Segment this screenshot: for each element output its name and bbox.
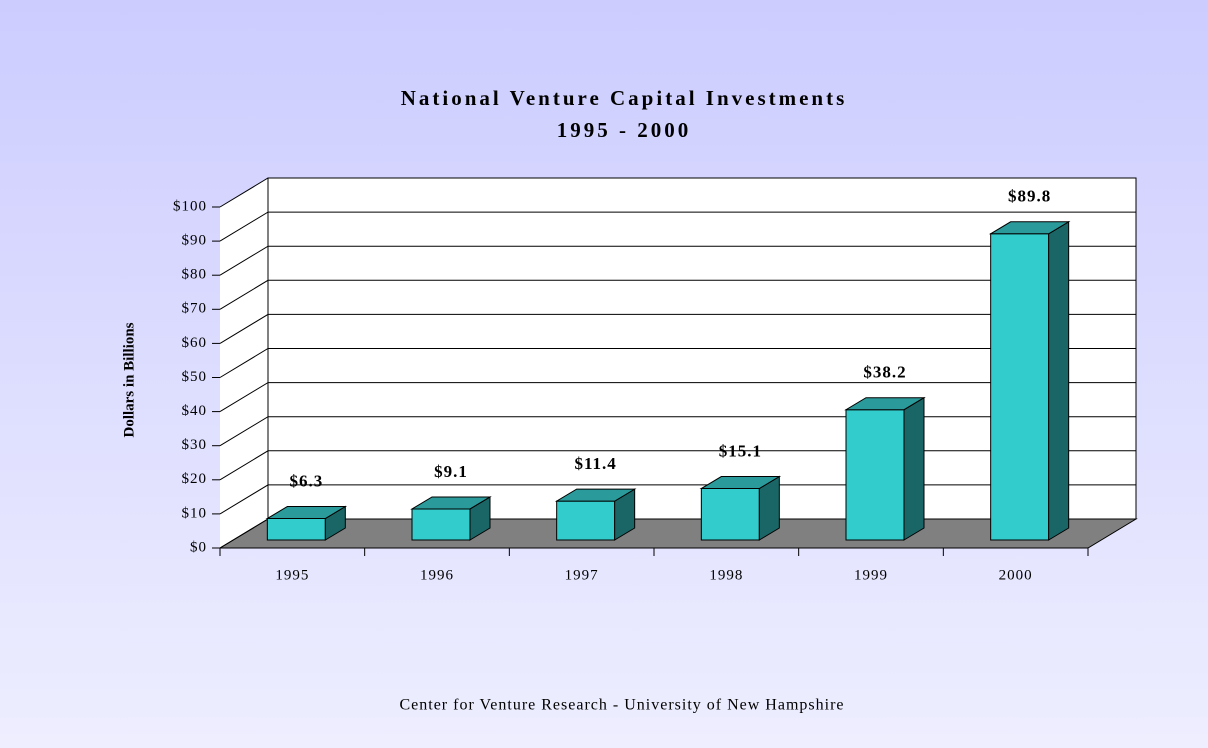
y-axis-label: Dollars in Billions (121, 322, 137, 437)
grid-line (219, 382, 1136, 413)
bar-front (990, 233, 1050, 541)
bar-front (411, 508, 471, 541)
x-tick-label: 1999 (854, 567, 888, 583)
bar-front (266, 518, 326, 541)
y-tick-label: $50 (182, 369, 208, 385)
grid-line (219, 245, 1136, 276)
bar-top (265, 506, 348, 520)
bar-top (554, 488, 637, 502)
value-label: $89.8 (1008, 187, 1051, 206)
y-tick-label: $30 (182, 437, 208, 453)
bar-front (556, 500, 616, 541)
bar-top (844, 397, 926, 411)
grid-line (219, 211, 1136, 242)
grid-line (219, 313, 1136, 344)
bar-side (1048, 220, 1070, 541)
bar-top (699, 476, 782, 490)
bar (554, 488, 637, 541)
bar-front (700, 488, 760, 541)
value-label: $38.2 (863, 363, 906, 382)
bar-top (988, 221, 1071, 235)
bar (844, 396, 926, 541)
y-tick-label: $40 (182, 403, 208, 419)
bar-side (903, 396, 925, 541)
chart-title: National Venture Capital Investments (401, 86, 848, 110)
grid-line (219, 279, 1136, 310)
grid-line (219, 177, 1136, 208)
y-tick-label: $70 (182, 301, 208, 317)
bar (988, 220, 1071, 541)
y-tick-label: $0 (190, 539, 207, 555)
y-tick-label: $90 (182, 233, 208, 249)
x-tick-label: 1997 (565, 567, 599, 583)
y-tick-label: $100 (173, 198, 207, 214)
bar (410, 496, 492, 541)
value-label: $6.3 (289, 471, 323, 490)
y-tick-label: $10 (182, 505, 208, 521)
bar-top (410, 496, 492, 510)
x-tick-label: 2000 (999, 567, 1033, 583)
y-tick-label: $60 (182, 335, 208, 351)
x-tick-label: 1996 (420, 567, 454, 583)
bar-front (845, 409, 905, 541)
value-label: $15.1 (719, 441, 762, 460)
x-tick-label: 1995 (275, 567, 309, 583)
y-tick-label: $20 (182, 471, 208, 487)
bar (265, 505, 348, 541)
grid-line (219, 348, 1136, 378)
x-tick-label: 1998 (709, 567, 743, 583)
source-note: Center for Venture Research - University… (399, 697, 844, 714)
bar (699, 475, 782, 541)
value-label: $9.1 (434, 462, 468, 481)
value-label: $11.4 (575, 454, 617, 473)
chart-subtitle: 1995 - 2000 (557, 118, 692, 142)
y-tick-label: $80 (182, 267, 208, 283)
